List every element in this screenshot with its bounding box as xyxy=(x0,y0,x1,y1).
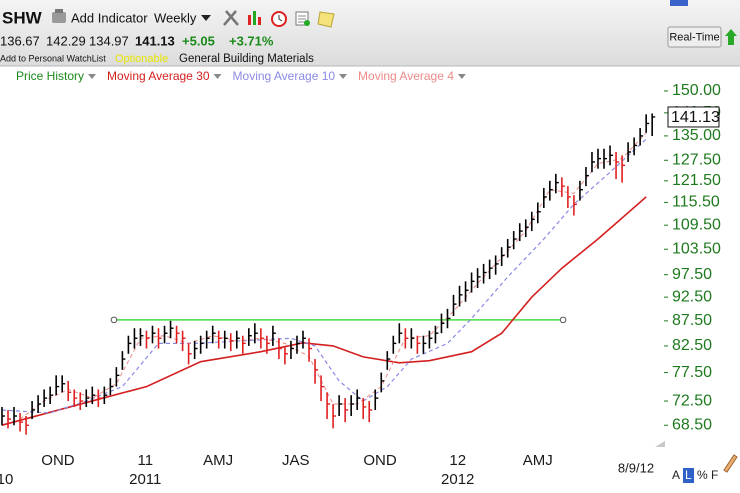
x-year-label: 2011 xyxy=(129,471,161,488)
toolbar xyxy=(0,0,740,66)
legend-price[interactable]: Price History xyxy=(16,69,84,83)
footer-button[interactable]: L xyxy=(685,468,692,482)
optionable: Optionable xyxy=(115,53,168,65)
realtime-button[interactable]: Real-Time xyxy=(667,26,737,48)
legend-dropdown[interactable] xyxy=(213,74,222,79)
y-tick-label: 68.50 xyxy=(672,416,712,433)
draw-tool-icon[interactable] xyxy=(723,454,738,473)
y-tick-label: 127.50 xyxy=(672,151,721,168)
y-tick-label: 115.50 xyxy=(672,194,720,211)
watchlist-link[interactable]: Add to Personal WatchList xyxy=(0,53,106,63)
footer-button[interactable]: F xyxy=(711,468,718,482)
footer-button[interactable]: % xyxy=(697,468,708,482)
x-tick-label: AMJ xyxy=(523,452,553,469)
moving-average-line xyxy=(1,138,647,414)
period[interactable]: Weekly xyxy=(154,10,197,25)
footer-buttons xyxy=(655,441,738,483)
last-date: 8/9/12 xyxy=(618,460,654,475)
tool-icons[interactable] xyxy=(223,10,335,28)
plot-area: 68.50 72.50 77.50 82.50 87.50 92.50 97.50 103.5… xyxy=(0,82,721,488)
x-tick-label: JAS xyxy=(282,452,310,469)
y-tick-label: 103.50 xyxy=(672,240,721,257)
y-tick-label: 150.00 xyxy=(672,82,721,99)
x-tick-label: OND xyxy=(41,452,75,469)
trendline-handle xyxy=(559,316,567,324)
x-tick-label: AMJ xyxy=(203,452,233,469)
x-tick-label: 12 xyxy=(449,452,466,469)
x-tick-label: 11 xyxy=(137,452,153,469)
quote-open: 136.67 xyxy=(0,33,40,48)
x-year-label: 10 xyxy=(0,471,13,488)
quote-low: 134.97 xyxy=(89,33,129,48)
moving-average-line xyxy=(19,132,647,420)
y-tick-label: 109.50 xyxy=(672,216,721,233)
legend-entry[interactable]: Moving Average 4 xyxy=(358,69,454,83)
legend-entry[interactable]: Moving Average 10 xyxy=(233,69,336,83)
quote-change: +5.05 xyxy=(182,33,215,48)
y-tick-label: 121.50 xyxy=(672,172,721,189)
y-tick-label: 77.50 xyxy=(672,364,712,381)
footer-button[interactable]: A xyxy=(672,468,680,482)
y-tick-label: 72.50 xyxy=(672,392,712,409)
trendline-handle xyxy=(110,316,118,324)
last-price-box xyxy=(667,106,720,128)
symbol[interactable]: SHW xyxy=(2,8,43,27)
indicator-icon[interactable] xyxy=(52,9,66,23)
legend: Price History Moving Average 30 Moving Ave… xyxy=(16,69,466,83)
legend-dropdown[interactable] xyxy=(88,74,97,79)
y-tick-label: 87.50 xyxy=(672,312,712,329)
moving-average-line xyxy=(1,196,647,426)
last-price-label: 141.13 xyxy=(671,109,720,126)
industry: General Building Materials xyxy=(179,53,314,65)
quote-last: 141.13 xyxy=(135,33,175,48)
quote-change-pct: +3.71% xyxy=(229,33,274,48)
legend-entry[interactable]: Moving Average 30 xyxy=(107,69,210,83)
y-tick-label: 97.50 xyxy=(672,266,712,283)
resize-grip xyxy=(655,441,665,447)
x-tick-label: OND xyxy=(363,452,397,469)
legend-dropdown[interactable] xyxy=(339,74,348,79)
sv-badge[interactable] xyxy=(670,0,688,6)
x-year-label: 2012 xyxy=(441,471,474,488)
y-tick-label: 82.50 xyxy=(672,337,712,354)
quote-high: 142.29 xyxy=(46,33,86,48)
y-tick-label: 92.50 xyxy=(672,288,712,305)
legend-dropdown[interactable] xyxy=(457,74,466,79)
footer-button-highlight xyxy=(683,468,694,483)
period-dropdown[interactable] xyxy=(201,15,211,21)
y-tick-label: 135.00 xyxy=(672,127,721,144)
realtime-label[interactable]: Real-Time xyxy=(669,31,719,43)
add-indicator[interactable]: Add Indicator xyxy=(71,10,148,25)
